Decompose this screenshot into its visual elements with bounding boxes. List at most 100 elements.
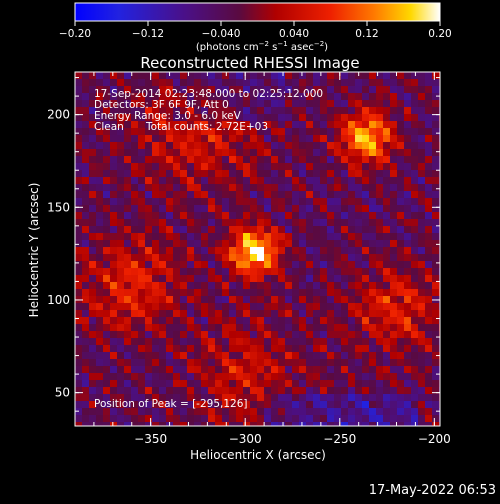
- heatmap-cell: [215, 275, 223, 283]
- heatmap-cell: [369, 408, 377, 416]
- heatmap-cell: [411, 233, 419, 241]
- heatmap-cell: [418, 114, 426, 122]
- heatmap-cell: [180, 261, 188, 269]
- heatmap-cell: [376, 135, 384, 143]
- heatmap-cell: [355, 359, 363, 367]
- heatmap-cell: [194, 401, 202, 409]
- heatmap-cell: [222, 142, 230, 150]
- heatmap-cell: [215, 149, 223, 157]
- heatmap-cell: [138, 163, 146, 171]
- heatmap-cell: [355, 296, 363, 304]
- heatmap-cell: [138, 317, 146, 325]
- heatmap-cell: [236, 394, 244, 402]
- heatmap-cell: [299, 282, 307, 290]
- heatmap-cell: [404, 93, 412, 101]
- heatmap-cell: [271, 205, 279, 213]
- heatmap-cell: [89, 240, 97, 248]
- heatmap-cell: [159, 177, 167, 185]
- heatmap-cell: [250, 149, 258, 157]
- heatmap-cell: [418, 401, 426, 409]
- heatmap-cell: [257, 331, 265, 339]
- heatmap-cell: [96, 233, 104, 241]
- heatmap-cell: [152, 170, 160, 178]
- heatmap-cell: [278, 79, 286, 87]
- colorbar-tick-label: −0.12: [132, 28, 164, 40]
- heatmap-cell: [369, 170, 377, 178]
- heatmap-cell: [215, 415, 223, 423]
- heatmap-cell: [187, 387, 195, 395]
- heatmap-cell: [383, 422, 391, 426]
- heatmap-cell: [110, 121, 118, 129]
- heatmap-cell: [348, 310, 356, 318]
- heatmap-cell: [334, 142, 342, 150]
- heatmap-cell: [75, 366, 83, 374]
- heatmap-cell: [201, 212, 209, 220]
- heatmap-cell: [418, 233, 426, 241]
- heatmap-cell: [348, 373, 356, 381]
- heatmap-cell: [285, 86, 293, 94]
- heatmap-cell: [376, 408, 384, 416]
- heatmap-cell: [278, 289, 286, 297]
- heatmap-cell: [215, 289, 223, 297]
- heatmap-cell: [425, 380, 433, 388]
- heatmap-cell: [222, 184, 230, 192]
- heatmap-cell: [341, 135, 349, 143]
- heatmap-cell: [152, 226, 160, 234]
- heatmap-cell: [194, 114, 202, 122]
- heatmap-cell: [397, 387, 405, 395]
- heatmap-cell: [145, 345, 153, 353]
- heatmap-cell: [341, 387, 349, 395]
- heatmap-cell: [383, 121, 391, 129]
- heatmap-cell: [131, 170, 139, 178]
- heatmap-cell: [145, 184, 153, 192]
- heatmap-cell: [194, 156, 202, 164]
- heatmap-cell: [159, 170, 167, 178]
- heatmap-cell: [341, 359, 349, 367]
- heatmap-cell: [82, 275, 90, 283]
- heatmap-cell: [306, 317, 314, 325]
- heatmap-cell: [299, 366, 307, 374]
- heatmap-cell: [243, 219, 251, 227]
- heatmap-cell: [124, 373, 132, 381]
- heatmap-cell: [194, 324, 202, 332]
- heatmap-cell: [285, 401, 293, 409]
- heatmap-cell: [355, 387, 363, 395]
- heatmap-cell: [82, 380, 90, 388]
- heatmap-cell: [215, 324, 223, 332]
- heatmap-cell: [306, 345, 314, 353]
- heatmap-cell: [425, 226, 433, 234]
- heatmap-cell: [369, 93, 377, 101]
- heatmap-cell: [229, 380, 237, 388]
- heatmap-cell: [215, 79, 223, 87]
- heatmap-cell: [82, 317, 90, 325]
- heatmap-cell: [397, 303, 405, 311]
- heatmap-cell: [243, 205, 251, 213]
- heatmap-cell: [257, 93, 265, 101]
- heatmap-cell: [313, 128, 321, 136]
- heatmap-cell: [348, 114, 356, 122]
- heatmap-cell: [103, 107, 111, 115]
- heatmap-cell: [334, 422, 342, 426]
- heatmap-cell: [187, 72, 195, 80]
- heatmap-cell: [271, 100, 279, 108]
- heatmap-cell: [292, 254, 300, 262]
- heatmap-cell: [131, 121, 139, 129]
- heatmap-cell: [145, 359, 153, 367]
- heatmap-cell: [110, 366, 118, 374]
- heatmap-cell: [96, 114, 104, 122]
- heatmap-cell: [124, 184, 132, 192]
- heatmap-cell: [257, 107, 265, 115]
- heatmap-cell: [383, 149, 391, 157]
- heatmap-cell: [173, 359, 181, 367]
- heatmap-cell: [397, 317, 405, 325]
- heatmap-cell: [96, 128, 104, 136]
- heatmap-cell: [117, 128, 125, 136]
- heatmap-cell: [327, 226, 335, 234]
- heatmap-cell: [271, 401, 279, 409]
- heatmap-cell: [152, 373, 160, 381]
- heatmap-cell: [292, 282, 300, 290]
- heatmap-cell: [103, 408, 111, 416]
- heatmap-cell: [355, 401, 363, 409]
- heatmap-cell: [243, 422, 251, 426]
- heatmap-cell: [383, 205, 391, 213]
